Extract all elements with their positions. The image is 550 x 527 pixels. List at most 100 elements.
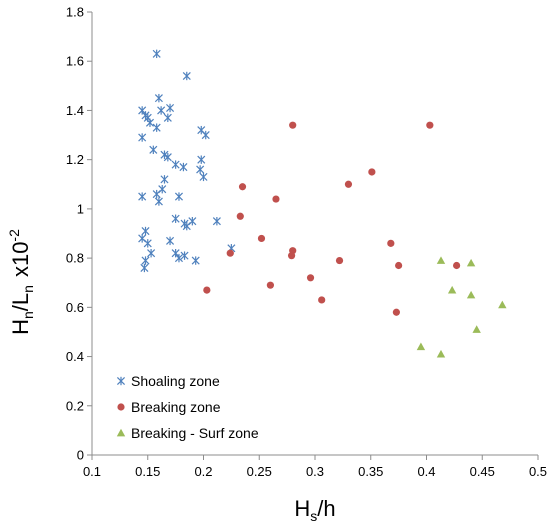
- breaking-zone-point: [287, 252, 296, 260]
- shoaling-zone-point: [166, 236, 175, 246]
- shoaling-zone-point: [140, 263, 149, 273]
- breaking-zone-point: [289, 121, 297, 129]
- breaking-zone-point: [335, 256, 344, 265]
- y-tick-label: 1.4: [66, 103, 84, 118]
- x-tick-label: 0.2: [194, 464, 212, 479]
- y-axis-title-h: H: [8, 319, 33, 335]
- y-axis-ticks: 0 0.2 0.4 0.6 0.8 1 1.2 1.4 1.6 1.8: [66, 5, 92, 463]
- y-axis-title-exponent: -2: [6, 229, 22, 242]
- shoaling-zone-point: [141, 256, 150, 265]
- shoaling-zone-point: [171, 248, 180, 258]
- shoaling-zone-point: [143, 239, 152, 248]
- surf-zone-point: [466, 290, 476, 299]
- surf-zone-point: [447, 285, 457, 294]
- y-tick-label: 0.8: [66, 251, 84, 266]
- x-tick-label: 0.3: [306, 464, 324, 479]
- y-tick-label: 1.8: [66, 5, 84, 20]
- shoaling-zone-point: [191, 256, 200, 265]
- y-axis-title-mult: x10: [8, 242, 33, 277]
- y-axis-title-sub1: n: [20, 311, 36, 319]
- x-axis-title: Hs/h: [294, 496, 335, 524]
- y-tick-label: 0.6: [66, 300, 84, 315]
- shoaling-zone-point: [182, 71, 191, 81]
- shoaling-zone-point: [138, 234, 147, 243]
- y-tick-label: 1.2: [66, 152, 84, 167]
- shoaling-zone-point: [157, 106, 166, 115]
- surf-zone-legend-marker: [116, 428, 126, 437]
- breaking-zone-point: [426, 121, 434, 129]
- shoaling-zone-point: [196, 165, 205, 174]
- breaking-zone-point: [306, 274, 315, 282]
- surf-zone-point: [416, 342, 426, 351]
- shoaling-zone-point: [138, 106, 147, 115]
- legend-label: Shoaling zone: [131, 373, 220, 389]
- shoaling-zone-point: [163, 153, 172, 162]
- shoaling-zone-point: [174, 253, 183, 263]
- breaking-zone-point: [368, 168, 376, 176]
- surf-zone-point: [436, 349, 446, 358]
- shoaling-zone-point: [154, 197, 163, 206]
- breaking-zone-point: [236, 212, 244, 220]
- y-tick-label: 0: [77, 448, 84, 463]
- legend: Shoaling zone Breaking zone Breaking - Sur…: [116, 373, 259, 441]
- breaking-zone-point: [238, 183, 247, 191]
- breaking-zone-point: [387, 239, 395, 247]
- y-tick-label: 0.2: [66, 398, 84, 413]
- surf-zone-point: [498, 300, 507, 309]
- y-axis-title-sub2: n: [20, 285, 36, 293]
- data-points: [138, 49, 507, 358]
- breaking-zone-point: [203, 286, 211, 294]
- legend-label: Breaking - Surf zone: [131, 425, 259, 441]
- shoaling-zone-point: [179, 162, 188, 172]
- breaking-zone-legend-marker: [117, 403, 125, 411]
- breaking-zone-point: [257, 234, 266, 243]
- x-tick-label: 0.35: [358, 464, 383, 479]
- surf-zone-point: [466, 258, 476, 267]
- shoaling-zone-point: [160, 175, 169, 184]
- x-tick-label: 0.5: [529, 464, 547, 479]
- shoaling-zone-point: [182, 221, 191, 231]
- shoaling-zone-point: [180, 251, 189, 260]
- y-axis-title: Hn/Ln x10-2: [6, 229, 36, 335]
- y-tick-label: 1: [77, 201, 84, 216]
- x-tick-label: 0.15: [135, 464, 160, 479]
- shoaling-zone-point: [160, 150, 169, 159]
- shoaling-zone-point: [138, 133, 147, 142]
- shoaling-zone-point: [201, 130, 210, 140]
- shoaling-zone-point: [163, 113, 172, 123]
- shoaling-zone-legend-marker: [116, 376, 126, 386]
- legend-label: Breaking zone: [131, 399, 221, 415]
- breaking-zone-point: [318, 296, 326, 304]
- legend-item-breaking-zone: Breaking zone: [117, 399, 221, 415]
- shoaling-zone-point: [188, 216, 197, 226]
- axes: 0 0.2 0.4 0.6 0.8 1 1.2 1.4 1.6 1.8 0.1 0.15 0.2 0.2…: [66, 5, 547, 480]
- shoaling-zone-point: [174, 192, 183, 201]
- y-tick-label: 1.6: [66, 54, 84, 69]
- y-tick-label: 0.4: [66, 349, 84, 364]
- x-axis-title-main: H: [294, 496, 310, 521]
- shoaling-zone-point: [149, 145, 158, 155]
- shoaling-zone-point: [171, 214, 180, 223]
- shoaling-zone-point: [152, 189, 161, 199]
- breaking-zone-point: [395, 261, 403, 270]
- shoaling-zone-point: [166, 103, 175, 113]
- legend-item-shoaling-zone: Shoaling zone: [116, 373, 220, 389]
- shoaling-zone-point: [152, 49, 161, 59]
- shoaling-zone-point: [141, 226, 150, 236]
- x-tick-label: 0.1: [83, 464, 101, 479]
- shoaling-zone-point: [171, 160, 180, 169]
- shoaling-zone-point: [152, 123, 161, 132]
- shoaling-zone-point: [147, 248, 156, 258]
- x-axis-title-rest: /h: [317, 496, 335, 521]
- surf-zone-point: [472, 325, 481, 333]
- shoaling-zone-point: [138, 192, 147, 201]
- shoaling-zone-point: [199, 172, 208, 182]
- breaking-zone-point: [453, 261, 461, 270]
- breaking-zone-point: [272, 195, 280, 203]
- shoaling-zone-point: [212, 216, 221, 226]
- x-tick-label: 0.4: [417, 464, 435, 479]
- surf-zone-point: [436, 256, 446, 264]
- x-tick-label: 0.45: [470, 464, 495, 479]
- breaking-zone-point: [392, 308, 400, 316]
